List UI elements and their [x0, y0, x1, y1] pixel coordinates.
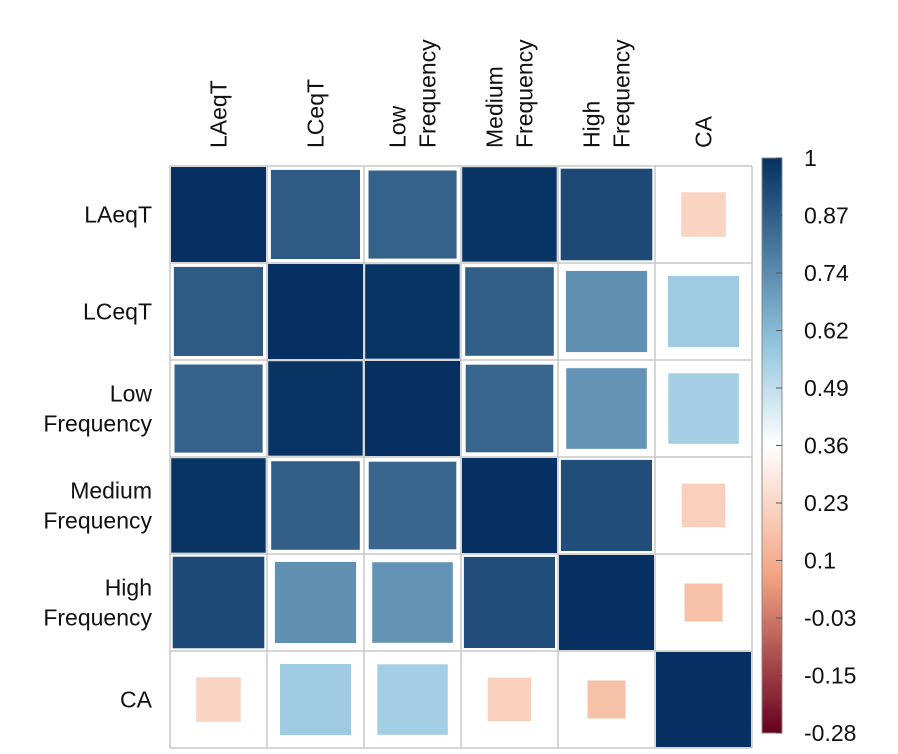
heatmap-cell — [559, 555, 654, 650]
column-label: LAeqT — [206, 80, 232, 148]
heatmap-cell — [172, 556, 265, 649]
heatmap-cell — [565, 270, 648, 353]
heatmap-cell — [462, 167, 557, 262]
grid-layer — [169, 165, 753, 749]
row-label: LAeqT — [84, 202, 152, 228]
colorbar-tick-label: 0.23 — [804, 490, 849, 516]
cells-layer — [171, 167, 751, 747]
heatmap-cell — [681, 483, 726, 528]
heatmap-cell — [280, 664, 352, 736]
colorbar: 1 0.87 0.74 0.62 0.49 0.36 0.23 0.1 -0.03 -0.15 -0… — [761, 145, 856, 746]
svg-text:LCeqT: LCeqT — [303, 79, 329, 148]
heatmap-cell — [365, 361, 460, 456]
heatmap-cell — [174, 364, 263, 453]
heatmap-cell — [463, 556, 555, 648]
row-label: Low Frequency — [43, 381, 152, 437]
heatmap-cell — [271, 461, 360, 550]
heatmap-cell — [377, 664, 448, 735]
row-label: CA — [120, 687, 153, 713]
heatmap-cell — [274, 561, 357, 644]
column-label: High Frequency — [579, 39, 635, 148]
heatmap-cell — [368, 170, 457, 259]
heatmap-cell — [462, 458, 557, 553]
colorbar-tick-label: -0.28 — [804, 720, 856, 746]
colorbar-tick-label: 1 — [804, 145, 817, 171]
heatmap-cell — [171, 458, 266, 553]
row-label: High Frequency — [43, 575, 152, 631]
heatmap-cell — [587, 680, 626, 719]
svg-text:LAeqT: LAeqT — [206, 80, 232, 148]
heatmap-cell — [684, 583, 723, 622]
heatmap-cell — [368, 461, 457, 550]
column-label: Low Frequency — [385, 39, 441, 148]
heatmap-cell — [465, 364, 554, 453]
heatmap-cell — [681, 192, 726, 237]
heatmap-cell — [487, 677, 532, 722]
heatmap-cell — [668, 373, 739, 444]
colorbar-tick-label: 0.62 — [804, 318, 849, 344]
colorbar-tick-label: -0.15 — [804, 663, 856, 689]
heatmap-cell — [270, 169, 360, 259]
heatmap-cell — [668, 276, 740, 348]
heatmap-cell — [173, 266, 263, 356]
heatmap-cell — [365, 264, 460, 359]
colorbar-tick-label: -0.03 — [804, 605, 856, 631]
column-labels: LAeqT LCeqT Low Frequency Medium Frequency Hig… — [206, 39, 717, 148]
heatmap-cell — [656, 652, 751, 747]
row-label: LCeqT — [83, 299, 152, 325]
heatmap-cell — [566, 368, 647, 449]
heatmap-cell — [268, 361, 363, 456]
heatmap-cell — [196, 677, 241, 722]
colorbar-tick-label: 0.36 — [804, 433, 849, 459]
row-label: Medium Frequency — [43, 478, 152, 534]
heatmap-cell — [560, 459, 652, 551]
heatmap-cell — [372, 562, 453, 643]
column-label: Medium Frequency — [482, 39, 538, 148]
heatmap-cell — [268, 264, 363, 359]
column-label: CA — [691, 115, 717, 148]
svg-text:CA: CA — [691, 115, 717, 148]
heatmap-cell — [171, 167, 266, 262]
colorbar-tick-label: 0.49 — [804, 375, 849, 401]
column-label: LCeqT — [303, 79, 329, 148]
heatmap-cell — [560, 168, 653, 261]
colorbar-tick-label: 0.74 — [804, 260, 849, 286]
heatmap-cell — [465, 267, 554, 356]
row-labels: LAeqT LCeqT Low Frequency Medium Frequency Hig… — [43, 202, 152, 713]
colorbar-tick-label: 0.87 — [804, 203, 849, 229]
colorbar-tick-label: 0.1 — [804, 548, 836, 574]
